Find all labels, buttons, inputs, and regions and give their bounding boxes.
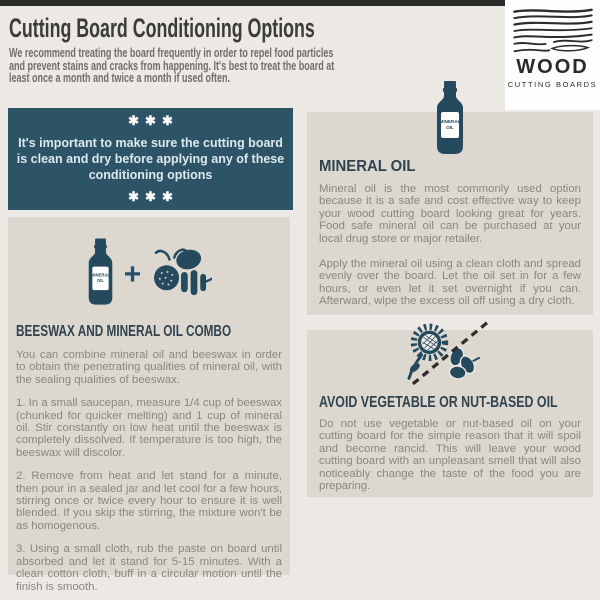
intro-line: and prevent stains and cracks from happe… [9,58,335,73]
beeswax-combo-section: MINERAL OIL + BEESWAX AND [8,217,290,593]
avoid-oil-section: AVOID VEGETABLE OR NUT-BASED OIL Do not … [307,330,593,497]
brand-name: WOOD [516,56,589,78]
intro-line: least once a month and twice a month if … [9,71,231,86]
svg-text:OIL: OIL [446,125,454,130]
intro-paragraph: We recommend treating the board frequent… [9,47,461,85]
notice-text: It's important to make sure the cutting … [16,136,285,182]
beeswax-step: 2. Remove from heat and let stand for a … [16,470,282,532]
avoid-oil-paragraph: Do not use vegetable or nut-based oil on… [319,418,581,493]
stars-top: ✱✱✱ [128,113,179,128]
svg-text:MINERAL: MINERAL [440,119,461,124]
intro-line: We recommend treating the board frequent… [9,46,334,60]
stars-bottom: ✱✱✱ [128,189,179,204]
bee-icon [154,248,213,296]
mineral-oil-bottle-icon: MINERAL OIL [437,81,463,154]
no-vegetable-oil-icon [407,321,489,389]
combo-icon-row: MINERAL OIL + [8,233,290,311]
mineral-oil-heading: MINERAL OIL [319,158,416,175]
mineral-oil-paragraph: Mineral oil is the most commonly used op… [319,183,581,245]
beeswax-step: 1. In a small saucepan, measure 1/4 cup … [16,397,282,459]
svg-text:OIL: OIL [97,278,104,283]
beeswax-step: 3. Using a small cloth, rub the paste on… [16,543,282,593]
notice-box: ✱✱✱ It's important to make sure the cutt… [8,108,293,210]
brand-logo: WOOD CUTTING BOARDS [505,0,600,110]
top-accent-bar [0,0,507,6]
avoid-oil-heading: AVOID VEGETABLE OR NUT-BASED OIL [319,394,558,411]
wood-grain-icon [512,8,593,53]
brand-tagline: CUTTING BOARDS [507,80,598,89]
beeswax-combo-heading: BEESWAX AND MINERAL OIL COMBO [16,323,232,340]
svg-text:MINERAL: MINERAL [91,273,110,278]
beeswax-combo-paragraph: You can combine mineral oil and beeswax … [16,349,282,386]
mineral-oil-paragraph: Apply the mineral oil using a clean clot… [319,258,581,308]
mineral-oil-bottle-icon: MINERAL OIL [88,238,113,305]
page-title: Cutting Board Conditioning Options [9,13,315,43]
plus-icon: + [123,258,142,291]
